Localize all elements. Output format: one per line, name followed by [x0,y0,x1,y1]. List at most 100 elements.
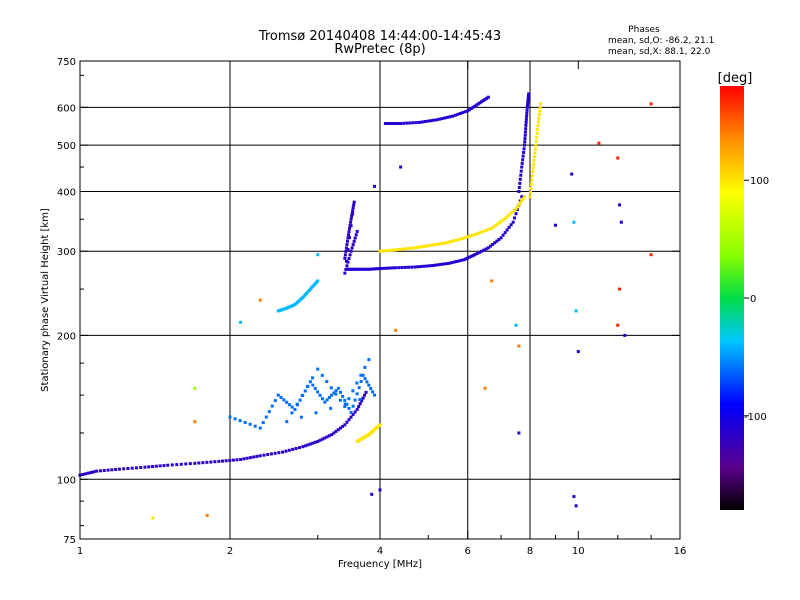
data-point [394,266,398,270]
data-point [98,469,102,473]
data-point [378,249,382,253]
data-point [258,426,262,430]
data-point [346,247,350,251]
data-point [320,373,324,377]
data-point [429,119,433,123]
data-point [350,246,354,250]
data-point [361,373,365,377]
data-point [457,259,461,263]
chart-subtitle: RwPretec (8p) [334,42,425,57]
data-point [520,199,524,203]
data-point [294,446,298,450]
data-point [297,446,301,450]
data-point [477,250,481,254]
data-point [311,441,315,445]
data-point [410,246,414,250]
data-point [314,411,318,415]
data-point [351,413,355,417]
data-point [570,172,574,176]
data-point [358,402,362,406]
data-point [351,267,355,271]
data-point [338,390,342,394]
data-point [327,434,331,438]
data-point [320,397,324,401]
data-point [528,195,532,199]
data-point [255,454,259,458]
data-point [502,217,506,221]
data-point [245,456,249,460]
data-point [205,460,209,464]
data-point [514,323,518,327]
data-point [420,120,424,124]
data-point [369,267,373,271]
data-point [239,320,243,324]
data-point [355,229,359,233]
data-point [378,423,382,427]
data-point [311,383,315,387]
data-point [526,103,530,107]
data-point [443,116,447,120]
data-point [517,185,521,189]
data-point [365,380,369,384]
data-point [303,444,307,448]
data-point [344,267,348,271]
data-point [478,231,482,235]
data-point [329,406,333,410]
data-point [473,233,477,237]
data-point [378,488,382,492]
data-point [352,239,356,243]
data-point [538,105,542,109]
data-point [413,265,417,269]
data-point [349,217,353,221]
data-point [193,420,197,424]
data-point [343,423,347,427]
data-point [471,105,475,109]
data-point [480,100,484,104]
data-point [448,240,452,244]
data-point [413,246,417,250]
data-point [469,107,473,111]
data-point [361,267,365,271]
data-point [414,121,418,125]
data-point [517,344,521,348]
data-point [369,387,373,391]
data-point [367,358,371,362]
data-point [501,233,505,237]
data-point [424,244,428,248]
data-point [308,442,312,446]
data-point [514,207,518,211]
data-point [494,223,498,227]
data-point [238,419,242,423]
data-point [308,380,312,384]
data-point [511,220,515,224]
data-point [376,267,380,271]
data-point [301,445,305,449]
data-point [242,457,246,461]
data-point [231,458,235,462]
data-point [287,448,291,452]
data-point [445,115,449,119]
data-point [371,267,375,271]
data-point [334,389,338,393]
data-point [193,461,197,465]
data-point [348,253,352,257]
data-point [405,121,409,125]
data-point [444,262,448,266]
data-point [347,406,351,410]
data-point [455,260,459,264]
data-point [252,455,256,459]
data-point [397,266,401,270]
data-point [523,130,527,134]
data-point [514,212,518,216]
data-point [338,426,342,430]
data-point [184,462,188,466]
data-point [528,191,532,195]
data-point [458,111,462,115]
data-point [363,393,367,397]
data-point [441,262,445,266]
data-point [262,453,266,457]
x-tick-label: 2 [227,546,233,557]
data-point [529,186,533,190]
data-point [383,122,387,126]
